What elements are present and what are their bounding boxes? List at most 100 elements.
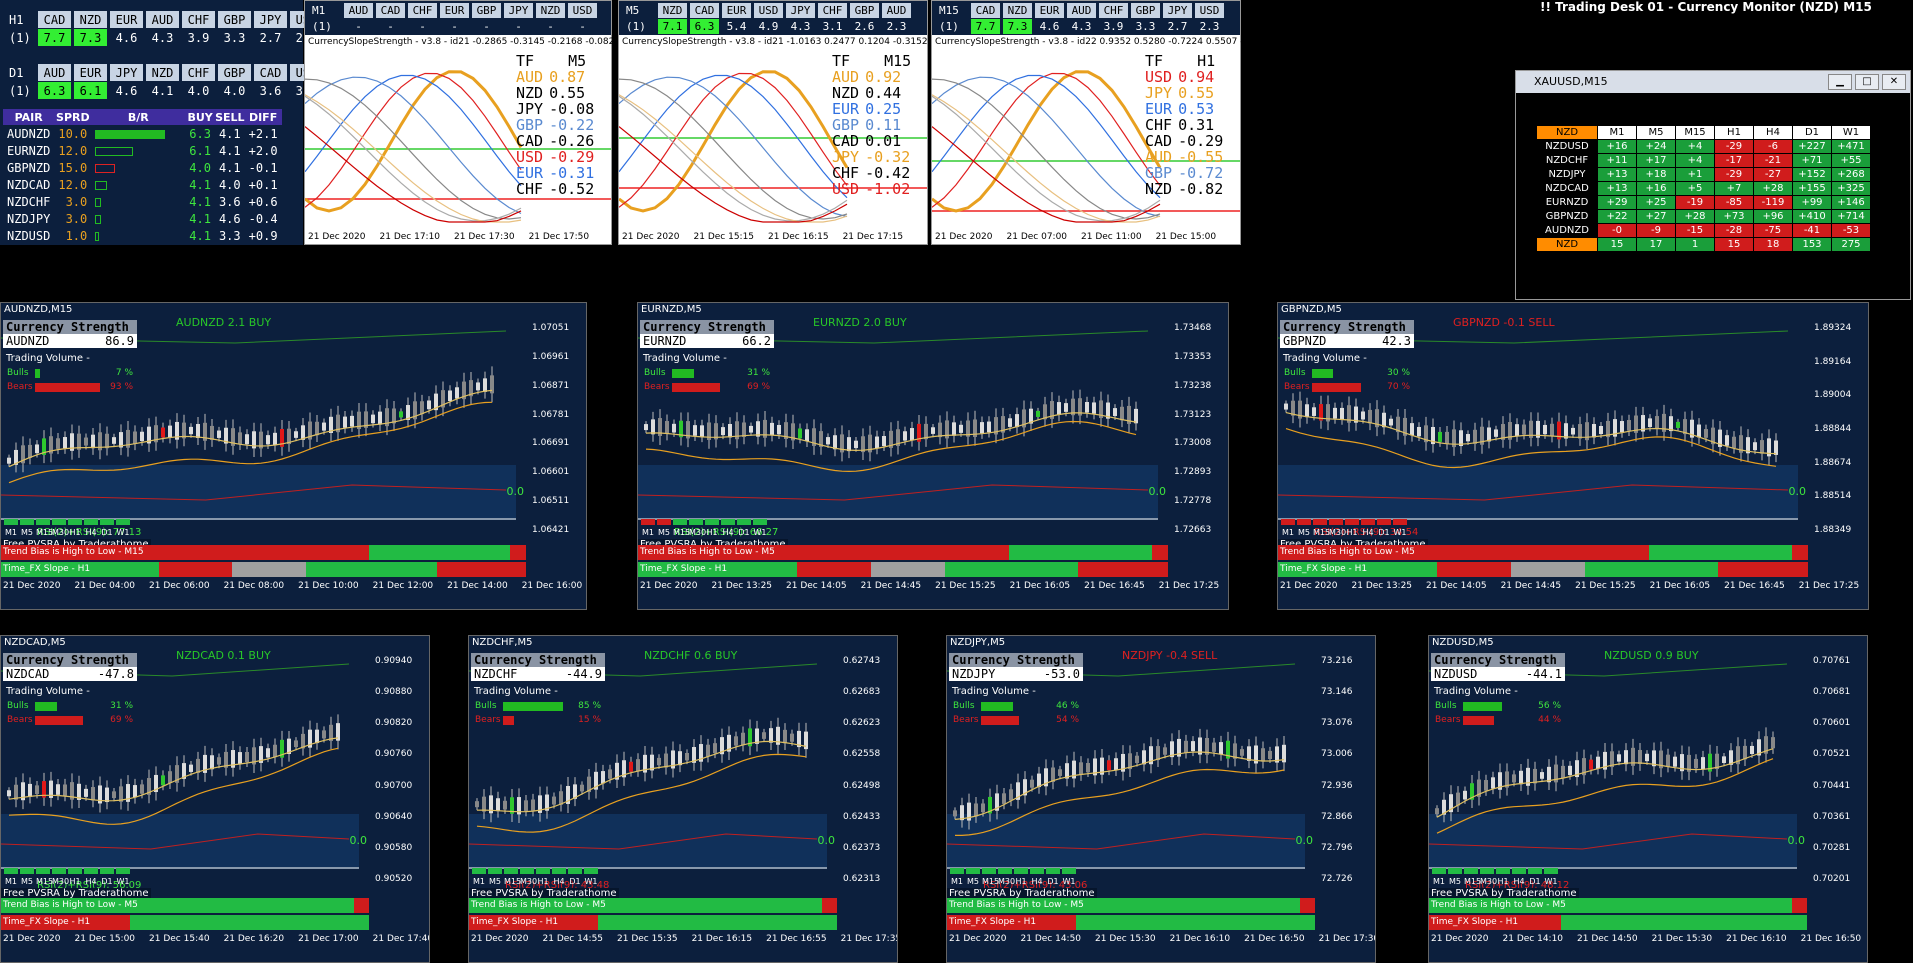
chart-nzdchf[interactable]: NZDCHF,M5 NZDCHF 0.6 BUY Currency Strength… (468, 635, 898, 963)
candle-body (1127, 405, 1131, 424)
currency-slope-line (305, 76, 522, 215)
pair-col-header: B/R (91, 109, 186, 125)
minimize-icon[interactable]: ▁ (1828, 74, 1852, 90)
chart-nzdjpy[interactable]: NZDJPY,M5 NZDJPY -0.4 SELL Currency Streng… (946, 635, 1376, 963)
chart-title[interactable]: AUDNZD,M15 (4, 304, 73, 315)
time-label: 21 Dec 2020 (1280, 581, 1338, 591)
price-label: 1.72663 (1174, 525, 1212, 535)
pair-row[interactable]: GBPNZD 15.0 4.0 4.1 -0.1 (3, 160, 282, 176)
tf-signal-bar (1393, 519, 1407, 525)
maximize-icon[interactable]: □ (1855, 74, 1879, 90)
candle-body (301, 733, 305, 749)
monitor-row[interactable]: AUDNZD -0 -9 -15 -28 -75 -41 -53 (1537, 224, 1870, 237)
candle-body (1526, 767, 1530, 786)
chart-title[interactable]: NZDUSD,M5 (1432, 637, 1494, 648)
candle-body (755, 728, 759, 744)
candle-body (573, 784, 577, 799)
candle-body (406, 405, 410, 421)
pair-row[interactable]: NZDCAD 12.0 4.1 4.0 +0.1 (3, 177, 282, 193)
strength-value: 2.7 (1167, 20, 1188, 33)
pair-row[interactable]: NZDUSD 1.0 4.1 3.3 +0.9 (3, 228, 282, 244)
tf-label: W1 (753, 528, 767, 537)
legend-value: -0.26 (549, 132, 595, 150)
candle-body (503, 800, 507, 810)
candle-body (903, 431, 907, 441)
candle-body (889, 430, 893, 448)
strength-value: - (515, 20, 522, 33)
monitor-pair: NZDCHF (1545, 155, 1589, 166)
monitor-row[interactable]: NZDCAD +13 +16 +5 +7 +28 +155 +325 (1537, 182, 1870, 195)
chart-title[interactable]: GBPNZD,M5 (1281, 304, 1342, 315)
window-titlebar[interactable]: XAUUSD,M15 ▁ □ ✕ (1516, 71, 1910, 93)
candle-body (1078, 398, 1082, 416)
tf-label: H1 (706, 528, 718, 537)
price-label: 1.73238 (1174, 380, 1212, 391)
time-label: 21 Dec 14:10 (1502, 934, 1564, 944)
pvsra-label: Free PVSRA by Traderathome (469, 888, 619, 899)
monitor-row[interactable]: NZDCHF +11 +17 +4 -17 -21 +71 +55 (1537, 154, 1870, 167)
price-label: 1.06511 (532, 496, 570, 507)
monitor-row[interactable]: GBPNZD +22 +27 +28 +73 +96 +410 +714 (1537, 210, 1870, 223)
candle-body (1326, 404, 1330, 422)
currency-slope-line (305, 126, 522, 223)
candle-body (252, 747, 256, 765)
bulls-label: Bulls (7, 368, 29, 378)
currency-strength-box: Currency Strength NZDJPY -53.0 (949, 653, 1083, 681)
chart-title[interactable]: NZDCHF,M5 (472, 637, 533, 648)
legend-row: NZD -0.82 (1145, 181, 1223, 197)
chart-eurnzd[interactable]: EURNZD,M5 EURNZD 2.0 BUY Currency Strength… (637, 302, 1229, 610)
monitor-row[interactable]: NZDJPY +13 +18 +1 -29 -27 +152 +268 (1537, 168, 1870, 181)
candle-body (798, 428, 802, 439)
candle-body (1456, 792, 1460, 806)
bias-label: Trend Bias is High to Low - M5 (471, 900, 606, 910)
bias-segment (158, 562, 232, 577)
chart-title[interactable]: EURNZD,M5 (641, 304, 702, 315)
candle-body (1736, 746, 1740, 765)
tf-label: H4 (85, 528, 97, 537)
pair-row[interactable]: AUDNZD 10.0 6.3 4.1 +2.1 (3, 126, 282, 142)
candle-body (1498, 772, 1502, 790)
candle-body (1638, 749, 1642, 764)
chart-nzdusd[interactable]: NZDUSD,M5 NZDUSD 0.9 BUY Currency Strength… (1428, 635, 1868, 963)
chart-audnzd[interactable]: AUDNZD,M15 AUDNZD 2.1 BUY Currency Strengt… (0, 302, 587, 610)
candle-body (1036, 410, 1040, 417)
chart-gbpnzd[interactable]: GBPNZD,M5 GBPNZD -0.1 SELL Currency Streng… (1277, 302, 1869, 610)
rsi-label: RSI(2)+RSI(9): 34.54 (1314, 527, 1419, 538)
candle-body (1634, 415, 1638, 433)
tf-signal-bar (52, 519, 66, 525)
ma-slow-line (1436, 758, 1774, 834)
candle-body (1631, 747, 1635, 766)
monitor-row[interactable]: EURNZD +29 +25 -19 -85 -119 +99 +146 (1537, 196, 1870, 209)
tf-signal-bar (753, 519, 767, 525)
candle-body (49, 436, 53, 454)
session-zone (947, 814, 1305, 869)
monitor-cell: -27 (1754, 168, 1792, 181)
candle-body (1347, 405, 1351, 423)
pair-row[interactable]: EURNZD 12.0 6.1 4.1 +2.0 (3, 143, 282, 159)
close-icon[interactable]: ✕ (1882, 74, 1906, 90)
chart-title[interactable]: NZDCAD,M5 (4, 637, 66, 648)
candle-body (1655, 416, 1659, 430)
pair-row[interactable]: NZDJPY 3.0 4.1 4.6 -0.4 (3, 211, 282, 227)
strength-value: - (547, 20, 554, 33)
tv-label: Trading Volume - (1283, 353, 1367, 364)
tf-label: D1 (1047, 877, 1059, 886)
pair-col-header: PAIR (3, 109, 55, 125)
chart-title[interactable]: NZDJPY,M5 (950, 637, 1006, 648)
candle-body (161, 427, 165, 438)
xauusd-window[interactable]: XAUUSD,M15 ▁ □ ✕ NZD M1 M5 M15 H1 H4 D1 W1 NZDUS… (1515, 70, 1911, 300)
tf-label: D1 (9, 65, 24, 80)
candle-body (1361, 411, 1365, 420)
ma-fast-line (645, 412, 1137, 452)
strength-value: 4.0 (223, 83, 246, 98)
monitor-row[interactable]: NZDUSD +16 +24 +4 -29 -6 +227 +471 (1537, 140, 1870, 153)
price-axis: 0.62743 0.62683 0.62623 0.62558 0.62498 0.624… (839, 650, 897, 888)
candle-body (1750, 745, 1754, 755)
monitor-summary-row: NZD 15 17 1 15 18 153 275 (1537, 238, 1870, 251)
monitor-cell: +18 (1637, 168, 1675, 181)
pair-row[interactable]: NZDCHF 3.0 4.1 3.6 +0.6 (3, 194, 282, 210)
candle-body (1662, 413, 1666, 432)
bias-segment (871, 562, 946, 577)
chart-nzdcad[interactable]: NZDCAD,M5 NZDCAD 0.1 BUY Currency Strength… (0, 635, 430, 963)
tf-label: M5 (967, 877, 979, 886)
